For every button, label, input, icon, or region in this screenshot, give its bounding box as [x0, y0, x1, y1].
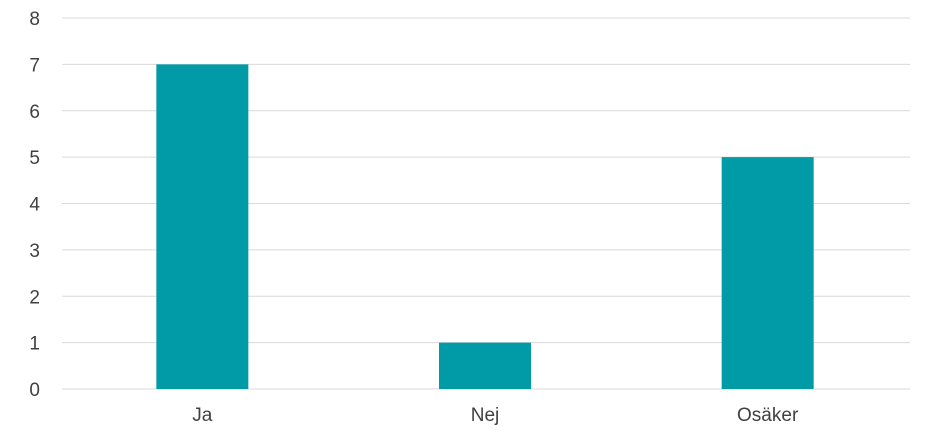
x-category-label: Nej: [471, 405, 500, 426]
y-tick-label: 0: [29, 380, 40, 401]
y-tick-label: 1: [29, 334, 40, 355]
y-tick-label: 8: [29, 9, 40, 30]
y-tick-label: 2: [29, 287, 40, 308]
bar-osäker: [721, 157, 814, 389]
y-axis-ticks: 0 1 2 3 4 5 6 7 8: [29, 9, 40, 401]
bar-nej: [439, 342, 531, 389]
x-category-label: Osäker: [737, 405, 799, 426]
y-tick-label: 7: [29, 55, 40, 76]
y-tick-label: 5: [29, 148, 40, 169]
x-axis-categories: Ja Nej Osäker: [192, 405, 799, 426]
y-tick-label: 3: [29, 241, 40, 262]
bar-ja: [156, 64, 249, 389]
y-tick-label: 6: [29, 102, 40, 123]
x-category-label: Ja: [192, 405, 213, 426]
y-tick-label: 4: [29, 195, 40, 216]
bars: [156, 64, 814, 389]
